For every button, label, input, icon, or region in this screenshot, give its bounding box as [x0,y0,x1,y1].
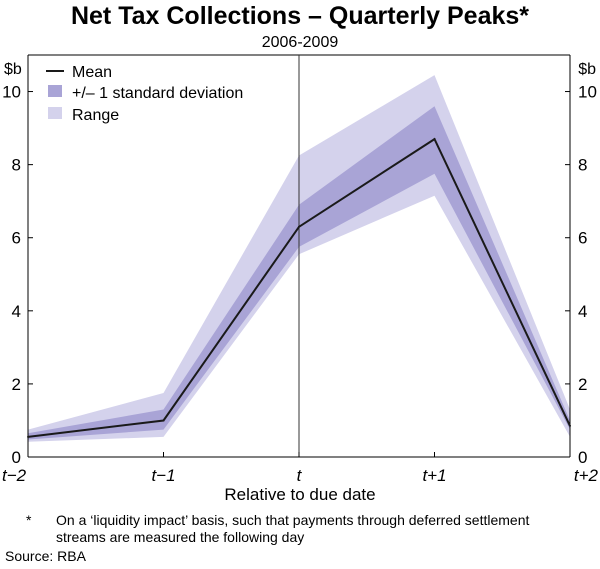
y-tick-label-right: 0 [578,448,587,467]
x-tick-label: t−2 [2,466,27,485]
legend-label-mean: Mean [72,64,112,81]
mean-point [27,435,29,438]
y-tick-label-left: 4 [12,302,21,321]
footnote-mark: * [26,512,32,528]
chart-title: Net Tax Collections – Quarterly Peaks* [70,2,530,30]
bands-layer [28,75,570,442]
x-tick-label: t+1 [422,466,446,485]
axes-layer [27,54,571,458]
x-axis-title: Relative to due date [224,485,376,504]
mean-point [162,419,165,422]
y-tick-label-right: 6 [578,229,587,248]
y-tick-label-left: 6 [12,229,21,248]
y-tick-label-left: 2 [12,375,21,394]
mean-point [298,225,300,228]
legend-label-range: Range [72,107,119,124]
mean-point [569,424,571,427]
legend-swatch-sd [48,85,62,97]
chart-subtitle: 2006-2009 [261,34,339,51]
y-tick-label-right: 8 [578,156,587,175]
x-tick-label: t−1 [151,466,175,485]
y-tick-label-right: 2 [578,375,587,394]
y-tick-label-right: 4 [578,302,587,321]
lines-layer [27,137,571,438]
y-axis-unit-right: $b [578,61,596,78]
x-tick-label: t+2 [574,466,599,485]
legend: Mean +/– 1 standard deviation Range [46,64,243,124]
legend-swatch-range [48,107,62,119]
footnote-text: On a ‘liquidity impact’ basis, such that… [56,512,530,545]
y-tick-label-left: 10 [2,83,21,102]
y-tick-label-left: 0 [12,448,21,467]
source-note: Source: RBA [5,548,86,564]
labels-layer: 0 0 2 2 4 4 6 6 8 8 10 10 $b $b t−2 t−1 t t+1 t+2 [2,61,599,485]
y-tick-label-right: 10 [578,83,597,102]
mean-point [433,138,436,141]
y-tick-label-left: 8 [12,156,21,175]
y-axis-unit-left: $b [4,61,22,78]
x-tick-label: t [297,466,303,485]
legend-label-sd: +/– 1 standard deviation [72,85,243,102]
